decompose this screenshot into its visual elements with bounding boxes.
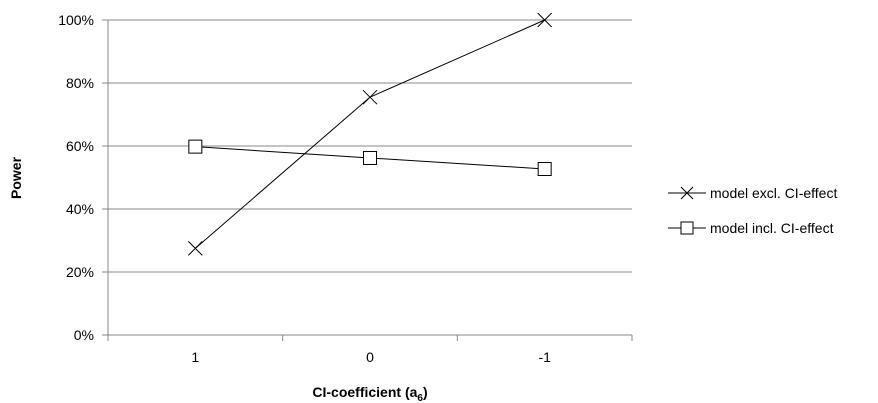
legend-marker-x (680, 186, 694, 200)
data-point-square (537, 161, 552, 176)
legend-entry-excl: model excl. CI-effect (668, 185, 837, 201)
gridlines (102, 19, 632, 336)
data-point-x (187, 241, 203, 256)
x-axis-title: CI-coefficient (a6) (312, 384, 427, 403)
y-tick-label: 80% (66, 75, 94, 91)
legend-entry-incl: model incl. CI-effect (668, 220, 834, 236)
x-axis-title-main: CI-coefficient (a (312, 384, 417, 400)
series-line-0 (195, 19, 545, 249)
legend: model excl. CI-effect model incl. CI-eff… (668, 185, 837, 236)
y-tick-label: 0% (74, 327, 94, 343)
legend-label-excl: model excl. CI-effect (710, 185, 837, 201)
x-tick-label: 0 (366, 349, 374, 365)
x-axis-ticks (107, 335, 633, 341)
y-axis-title: Power (8, 156, 24, 199)
y-tick-label: 100% (58, 12, 94, 28)
legend-label-incl: model incl. CI-effect (710, 220, 834, 236)
data-point-x (362, 89, 378, 105)
data-point-x (537, 12, 553, 28)
x-axis-title-end: ) (423, 384, 428, 400)
data-point-square (363, 150, 377, 165)
legend-marker-square (680, 221, 694, 235)
x-axis-title-subscript: 6 (417, 393, 423, 403)
y-tick-labels: 0% 20% 40% 60% 80% 100% (58, 12, 94, 343)
x-tick-label: -1 (538, 349, 551, 365)
y-tick-label: 60% (66, 138, 94, 154)
data-point-square (188, 139, 203, 154)
series-group (187, 12, 553, 256)
y-tick-label: 40% (66, 201, 94, 217)
x-tick-label: 1 (191, 349, 199, 365)
x-tick-labels: 1 0 -1 (191, 349, 551, 365)
y-tick-label: 20% (66, 264, 94, 280)
